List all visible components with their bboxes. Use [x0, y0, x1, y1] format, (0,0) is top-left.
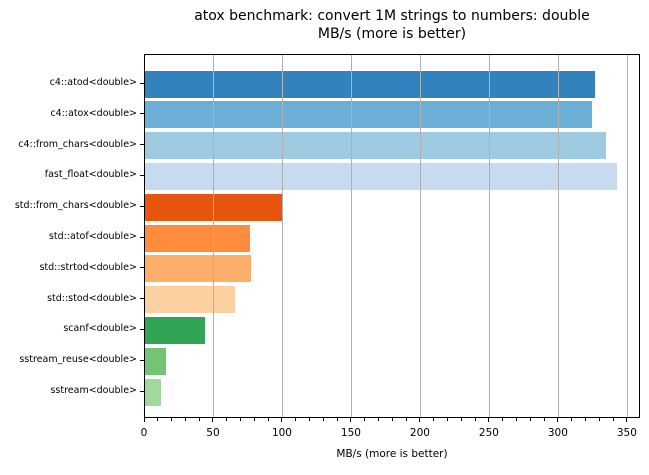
bar-std-stod-double	[145, 286, 235, 314]
x-tick-label-300: 300	[547, 427, 568, 439]
y-tick-mark	[140, 144, 144, 146]
x-tick-mark-100	[281, 418, 283, 422]
x-minor-tick	[529, 418, 531, 421]
gridline-x150	[351, 55, 353, 417]
x-minor-tick	[240, 418, 242, 421]
x-minor-tick	[322, 418, 324, 421]
y-tick-label-c4-from-chars-double: c4::from_chars<double>	[18, 138, 137, 150]
y-tick-mark	[140, 267, 144, 269]
x-minor-tick	[516, 418, 518, 421]
y-tick-label-c4-atox-double: c4::atox<double>	[50, 107, 137, 119]
x-minor-tick	[405, 418, 407, 421]
y-tick-label-sstream-reuse-double: sstream_reuse<double>	[19, 354, 137, 366]
gridline-x250	[489, 55, 491, 417]
x-tick-label-150: 150	[340, 427, 361, 439]
y-tick-label-std-stod-double: std::stod<double>	[47, 292, 137, 304]
x-minor-tick	[460, 418, 462, 421]
x-tick-label-0: 0	[140, 427, 148, 439]
bar-c4-atod-double	[145, 70, 595, 98]
x-minor-tick	[502, 418, 504, 421]
bar-c4-from-chars-double	[145, 132, 606, 160]
x-minor-tick	[433, 418, 435, 421]
x-minor-tick	[198, 418, 200, 421]
bar-sstream-reuse-double	[145, 347, 166, 375]
x-tick-label-200: 200	[409, 427, 430, 439]
y-tick-mark	[140, 205, 144, 207]
x-minor-tick	[171, 418, 173, 421]
x-tick-mark-350	[626, 418, 628, 422]
x-minor-tick	[585, 418, 586, 421]
y-tick-label-fast-float-double: fast_float<double>	[44, 169, 137, 181]
x-minor-tick	[184, 418, 186, 421]
x-tick-label-100: 100	[271, 427, 292, 439]
chart-title: atox benchmark: convert 1M strings to nu…	[144, 8, 640, 43]
x-minor-tick	[226, 418, 228, 421]
x-tick-mark-250	[488, 418, 490, 422]
x-tick-mark-200	[419, 418, 421, 422]
bar-std-atof-double	[145, 224, 250, 252]
bar-sstream-double	[145, 378, 161, 406]
y-tick-mark	[140, 328, 144, 330]
x-minor-tick	[474, 418, 476, 421]
gridline-x350	[627, 55, 629, 417]
gridline-x200	[420, 55, 422, 417]
y-tick-mark	[140, 236, 144, 238]
x-minor-tick	[378, 418, 380, 421]
gridline-x100	[282, 55, 284, 417]
x-minor-tick	[571, 418, 573, 421]
chart-title-line1: atox benchmark: convert 1M strings to nu…	[194, 8, 590, 24]
x-minor-tick	[309, 418, 311, 421]
y-tick-label-sstream-double: sstream<double>	[50, 385, 137, 396]
gridline-x300	[558, 55, 560, 417]
x-tick-label-250: 250	[478, 427, 499, 439]
x-minor-tick	[543, 418, 545, 421]
x-axis-label: MB/s (more is better)	[336, 448, 448, 460]
gridline-x50	[213, 55, 215, 417]
x-minor-tick	[612, 418, 614, 421]
x-minor-tick	[253, 418, 255, 421]
x-tick-mark-300	[557, 418, 559, 422]
bar-std-from-chars-double	[145, 193, 282, 221]
y-tick-mark	[140, 113, 144, 115]
bar-std-strtod-double	[145, 255, 252, 283]
x-tick-label-50: 50	[206, 427, 220, 439]
plot-area	[144, 54, 640, 418]
y-tick-mark	[140, 298, 144, 300]
y-tick-mark	[140, 174, 144, 176]
y-tick-mark	[140, 390, 144, 392]
y-tick-label-std-from-chars-double: std::from_chars<double>	[14, 200, 137, 212]
x-tick-mark-150	[350, 418, 352, 422]
x-tick-label-350: 350	[616, 427, 637, 439]
x-minor-tick	[364, 418, 366, 421]
x-minor-tick	[598, 418, 600, 421]
x-minor-tick	[157, 418, 159, 421]
y-tick-mark	[140, 359, 144, 361]
x-minor-tick	[447, 418, 449, 421]
y-tick-label-c4-atod-double: c4::atod<double>	[49, 77, 137, 88]
x-tick-mark-0	[143, 418, 145, 422]
y-tick-label-scanf-double: scanf<double>	[63, 323, 137, 335]
y-tick-label-std-strtod-double: std::strtod<double>	[39, 261, 137, 273]
y-tick-label-std-atof-double: std::atof<double>	[48, 231, 137, 242]
x-minor-tick	[336, 418, 338, 421]
bar-c4-atox-double	[145, 101, 593, 129]
bar-scanf-double	[145, 316, 206, 344]
bar-fast-float-double	[145, 162, 617, 190]
x-minor-tick	[267, 418, 269, 421]
x-minor-tick	[295, 418, 297, 421]
x-minor-tick	[391, 418, 393, 421]
chart-title-line2: MB/s (more is better)	[317, 25, 467, 42]
x-tick-mark-50	[212, 418, 214, 422]
y-tick-mark	[140, 82, 144, 84]
